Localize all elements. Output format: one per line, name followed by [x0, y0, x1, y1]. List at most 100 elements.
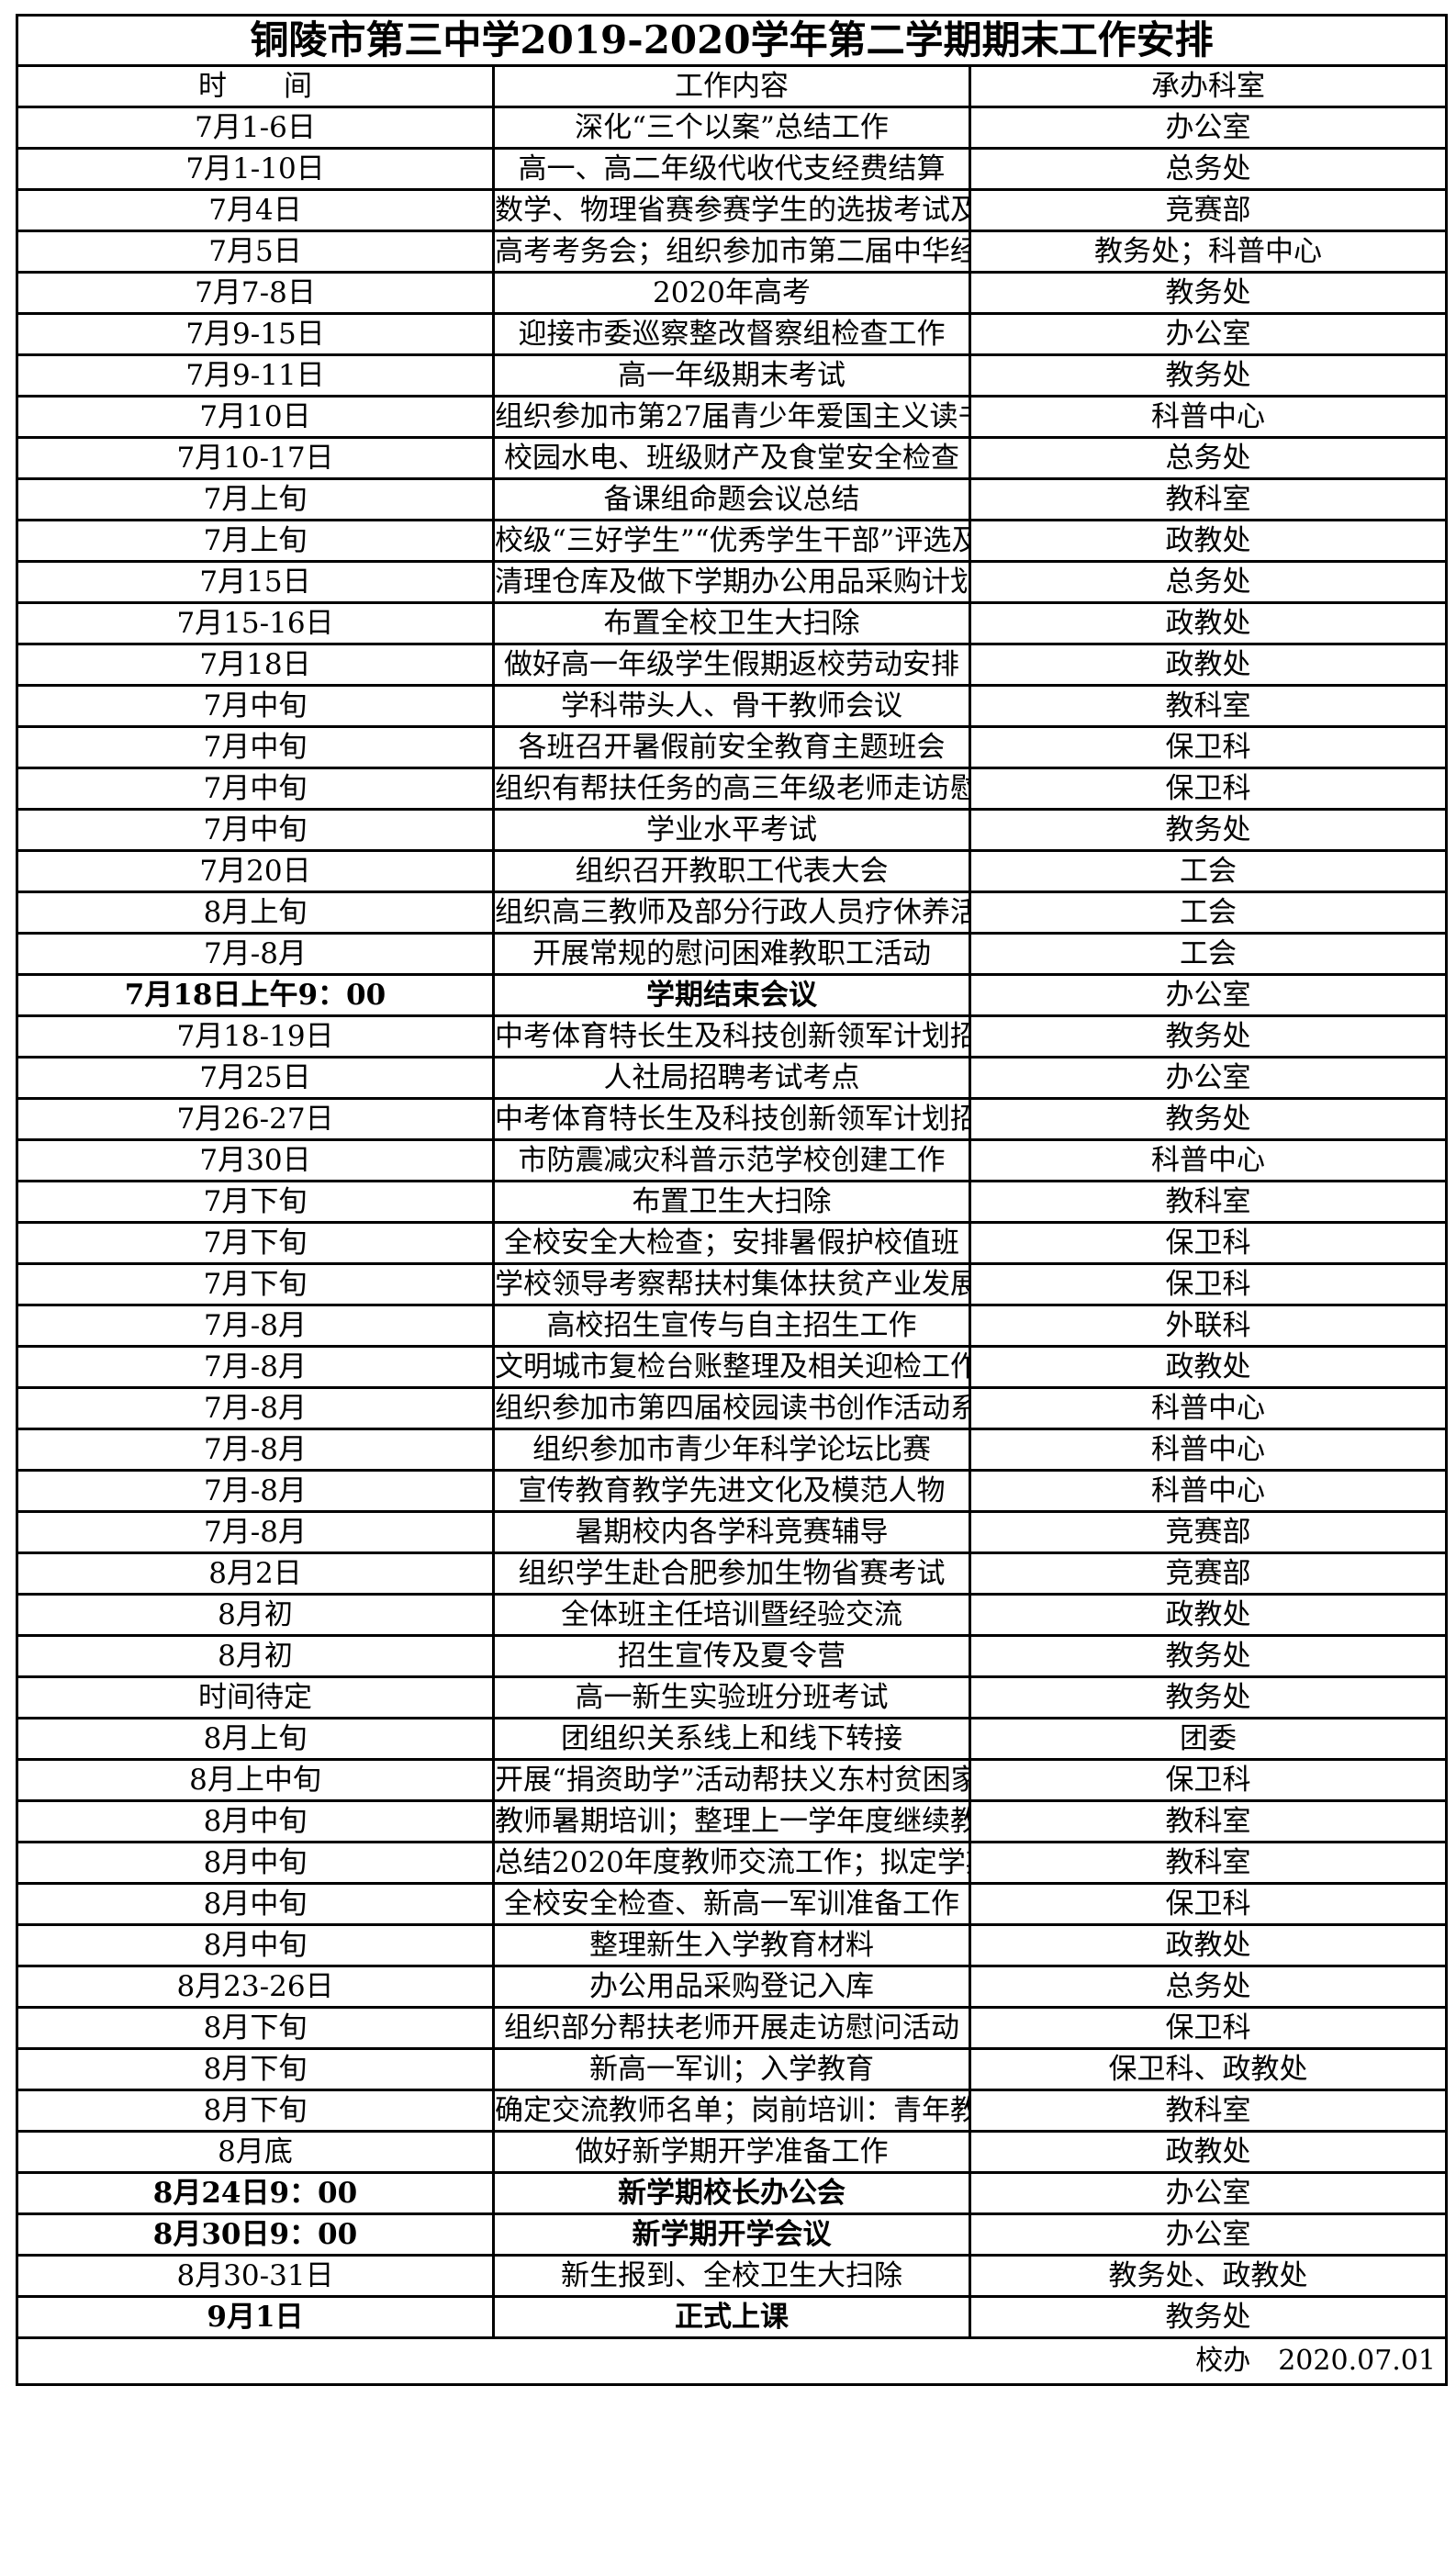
time-cell: 8月上旬 — [16, 1717, 495, 1761]
content-cell: 新学期开学会议 — [492, 2212, 971, 2257]
time-cell: 7月-8月 — [16, 1428, 495, 1472]
content-cell: 中考体育特长生及科技创新领军计划招生考试报名 — [492, 1014, 971, 1059]
dept-cell: 科普中心 — [969, 395, 1448, 439]
time-cell: 8月30-31日 — [16, 2254, 495, 2298]
time-cell: 7月26-27日 — [16, 1097, 495, 1141]
dept-cell: 政教处 — [969, 2130, 1448, 2174]
content-cell: 高考考务会；组织参加市第二届中华经典诵写讲大赛 — [492, 230, 971, 274]
time-cell: 8月中旬 — [16, 1841, 495, 1885]
time-cell: 7月下旬 — [16, 1262, 495, 1306]
content-cell: 学期结束会议 — [492, 973, 971, 1017]
table-row: 7月10-17日 校园水电、班级财产及食堂安全检查 总务处 — [16, 436, 1448, 480]
content-cell: 学校领导考察帮扶村集体扶贫产业发展资金使用情况 — [492, 1262, 971, 1306]
dept-cell: 教务处 — [969, 271, 1448, 315]
time-cell: 7月中旬 — [16, 767, 495, 811]
dept-cell: 政教处 — [969, 519, 1448, 563]
dept-cell: 总务处 — [969, 1965, 1448, 2009]
header-dept: 承办科室 — [969, 64, 1448, 108]
time-cell: 8月23-26日 — [16, 1965, 495, 2009]
content-cell: 组织高三教师及部分行政人员疗休养活动（视疫情而定） — [492, 891, 971, 935]
time-cell: 8月初 — [16, 1593, 495, 1637]
content-cell: 做好新学期开学准备工作 — [492, 2130, 971, 2174]
table-row: 8月30-31日 新生报到、全校卫生大扫除 教务处、政教处 — [16, 2254, 1448, 2298]
time-cell: 7月中旬 — [16, 684, 495, 728]
dept-cell: 外联科 — [969, 1304, 1448, 1348]
content-cell: 组织有帮扶任务的高三年级老师走访慰问贫困户 — [492, 767, 971, 811]
dept-cell: 政教处 — [969, 601, 1448, 645]
time-cell: 7月1-10日 — [16, 147, 495, 191]
time-cell: 8月24日9：00 — [16, 2171, 495, 2215]
table-row: 7月-8月 高校招生宣传与自主招生工作 外联科 — [16, 1304, 1448, 1348]
dept-cell: 总务处 — [969, 147, 1448, 191]
content-cell: 开展“捐资助学”活动帮扶义东村贫困家庭子女 — [492, 1758, 971, 1802]
time-cell: 7月-8月 — [16, 1345, 495, 1389]
content-cell: 新学期校长办公会 — [492, 2171, 971, 2215]
time-cell: 7月中旬 — [16, 725, 495, 769]
content-cell: 暑期校内各学科竞赛辅导 — [492, 1510, 971, 1554]
header-time: 时 间 — [16, 64, 495, 108]
content-cell: 2020年高考 — [492, 271, 971, 315]
content-cell: 学业水平考试 — [492, 808, 971, 852]
page-title: 铜陵市第三中学2019-2020学年第二学期期末工作安排 — [16, 14, 1448, 67]
content-cell: 校级“三好学生”“优秀学生干部”评选及表彰 — [492, 519, 971, 563]
table-row: 7月中旬 学科带头人、骨干教师会议 教科室 — [16, 684, 1448, 728]
content-cell: 布置全校卫生大扫除 — [492, 601, 971, 645]
dept-cell: 科普中心 — [969, 1428, 1448, 1472]
table-row: 7月上旬 备课组命题会议总结 教科室 — [16, 477, 1448, 521]
dept-cell: 团委 — [969, 1717, 1448, 1761]
table-row: 8月中旬 整理新生入学教育材料 政教处 — [16, 1923, 1448, 1967]
content-cell: 开展常规的慰问困难教职工活动 — [492, 932, 971, 976]
dept-cell: 办公室 — [969, 2171, 1448, 2215]
table-row: 7月1-6日 深化“三个以案”总结工作 办公室 — [16, 106, 1448, 150]
dept-cell: 保卫科 — [969, 1882, 1448, 1926]
dept-cell: 政教处 — [969, 643, 1448, 687]
content-cell: 备课组命题会议总结 — [492, 477, 971, 521]
dept-cell: 保卫科、政教处 — [969, 2047, 1448, 2091]
content-cell: 数学、物理省赛参赛学生的选拔考试及报名工作 — [492, 188, 971, 232]
time-cell: 7月10-17日 — [16, 436, 495, 480]
time-cell: 7月7-8日 — [16, 271, 495, 315]
content-cell: 高校招生宣传与自主招生工作 — [492, 1304, 971, 1348]
table-row: 7月26-27日中考体育特长生及科技创新领军计划招生考试教务处 — [16, 1097, 1448, 1141]
content-cell: 高一新生实验班分班考试 — [492, 1675, 971, 1719]
table-row: 7月-8月 暑期校内各学科竞赛辅导 竞赛部 — [16, 1510, 1448, 1554]
dept-cell: 教科室 — [969, 477, 1448, 521]
dept-cell: 教务处 — [969, 1675, 1448, 1719]
content-cell: 布置卫生大扫除 — [492, 1180, 971, 1224]
time-cell: 8月2日 — [16, 1551, 495, 1596]
table-row: 8月30日9：00 新学期开学会议 办公室 — [16, 2212, 1448, 2257]
table-row: 9月1日 正式上课 教务处 — [16, 2295, 1448, 2339]
time-cell: 7月-8月 — [16, 932, 495, 976]
content-cell: 文明城市复检台账整理及相关迎检工作 — [492, 1345, 971, 1389]
dept-cell: 保卫科 — [969, 2006, 1448, 2050]
footer-row: 校办 2020.07.01 — [16, 2336, 1448, 2386]
dept-cell: 办公室 — [969, 2212, 1448, 2257]
table-row: 7月30日 市防震减灾科普示范学校创建工作 科普中心 — [16, 1138, 1448, 1182]
dept-cell: 教科室 — [969, 1841, 1448, 1885]
dept-cell: 教科室 — [969, 684, 1448, 728]
time-cell: 8月下旬 — [16, 2089, 495, 2133]
content-cell: 正式上课 — [492, 2295, 971, 2339]
table-row: 8月底 做好新学期开学准备工作 政教处 — [16, 2130, 1448, 2174]
header-content: 工作内容 — [492, 64, 971, 108]
table-row: 7月10日组织参加市第27届青少年爱国主义读书教育活动演讲比赛科普中心 — [16, 395, 1448, 439]
time-cell: 7月15-16日 — [16, 601, 495, 645]
time-cell: 7月下旬 — [16, 1180, 495, 1224]
table-row: 7月-8月组织参加市第四届校园读书创作活动系列比赛科普中心 — [16, 1386, 1448, 1430]
content-cell: 深化“三个以案”总结工作 — [492, 106, 971, 150]
content-cell: 组织参加市第27届青少年爱国主义读书教育活动演讲比赛 — [492, 395, 971, 439]
table-row: 7月-8月 开展常规的慰问困难教职工活动 工会 — [16, 932, 1448, 976]
footer-signature: 校办 2020.07.01 — [16, 2336, 1448, 2386]
dept-cell: 教务处；科普中心 — [969, 230, 1448, 274]
table-row: 8月2日 组织学生赴合肥参加生物省赛考试 竞赛部 — [16, 1551, 1448, 1596]
time-cell: 7月5日 — [16, 230, 495, 274]
dept-cell: 办公室 — [969, 106, 1448, 150]
table-row: 7月-8月 组织参加市青少年科学论坛比赛 科普中心 — [16, 1428, 1448, 1472]
table-row: 8月下旬 组织部分帮扶老师开展走访慰问活动 保卫科 — [16, 2006, 1448, 2050]
content-cell: 高一、高二年级代收代支经费结算 — [492, 147, 971, 191]
time-cell: 7月4日 — [16, 188, 495, 232]
time-cell: 8月中旬 — [16, 1923, 495, 1967]
